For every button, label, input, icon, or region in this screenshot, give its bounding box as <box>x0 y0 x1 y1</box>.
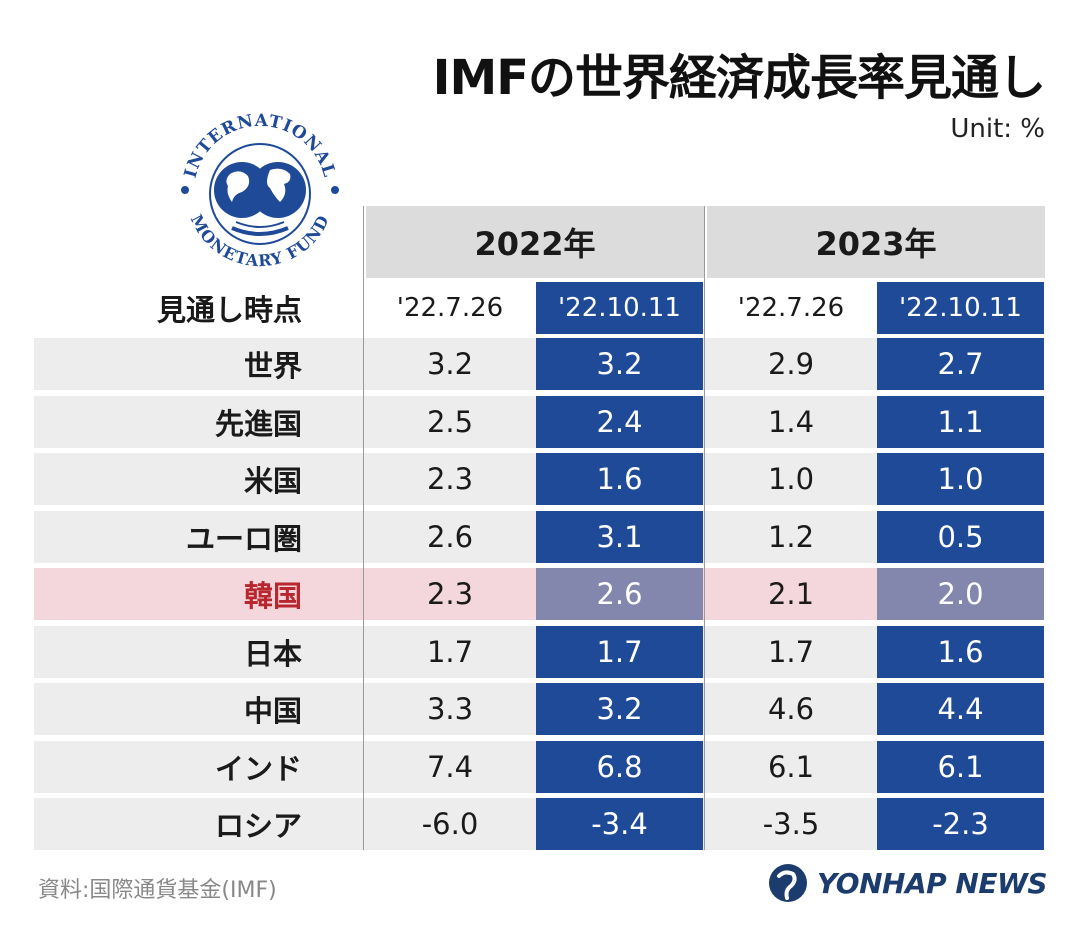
row-label: インド <box>214 752 302 786</box>
table-value: 3.1 <box>536 511 703 563</box>
table-value: 6.1 <box>877 741 1044 793</box>
table-value: 4.4 <box>877 683 1044 735</box>
table-value: 6.1 <box>767 750 815 784</box>
table-value: 0.5 <box>877 511 1044 563</box>
table-value: 1.0 <box>767 462 815 496</box>
table-value: 1.7 <box>426 635 474 669</box>
table-value: 2.0 <box>877 568 1044 620</box>
table-value: 2.3 <box>426 462 474 496</box>
unit-label: Unit: % <box>950 114 1045 144</box>
table-value: 2.4 <box>536 396 703 448</box>
table-value: 1.1 <box>877 396 1044 448</box>
table-value: 1.7 <box>767 635 815 669</box>
row-label: 韓国 <box>243 579 302 613</box>
table-value: 2.6 <box>426 520 474 554</box>
table-value: 4.6 <box>767 692 815 726</box>
table-value: 2.9 <box>767 347 815 381</box>
table-value: 2.7 <box>877 338 1044 390</box>
table-value: 1.6 <box>877 626 1044 678</box>
source-note: 資料:国際通貨基金(IMF) <box>38 878 277 903</box>
row-label: ロシア <box>214 809 302 843</box>
table-value: 2.5 <box>426 405 474 439</box>
date-header: '22.7.26 <box>737 293 845 323</box>
table-value: 3.2 <box>426 347 474 381</box>
table-value: 1.2 <box>767 520 815 554</box>
year-header: 2022年 <box>366 206 704 278</box>
table-value: 1.6 <box>536 453 703 505</box>
row-label: 日本 <box>243 637 302 671</box>
column-divider <box>363 206 364 850</box>
yonhap-brand: YONHAP NEWS <box>767 862 1048 904</box>
table-value: 1.7 <box>536 626 703 678</box>
row-label: 先進国 <box>214 407 302 441</box>
date-header: '22.10.11 <box>536 282 703 334</box>
chart-title: IMFの世界経済成長率見通し <box>432 50 1046 106</box>
table-value: 6.8 <box>536 741 703 793</box>
brand-text: YONHAP NEWS <box>817 866 1048 900</box>
table-value: 2.6 <box>536 568 703 620</box>
column-divider <box>704 206 705 850</box>
row-label: ユーロ圏 <box>185 522 302 556</box>
growth-table: 2022年 2023年見通し時点 '22.7.26 '22.10.11 '22.7.26… <box>34 206 1045 852</box>
imf-logo: INTERNATIONAL MONETARY FUND <box>181 111 339 270</box>
row-label: 世界 <box>243 349 302 383</box>
row-label: 中国 <box>243 694 302 728</box>
table-value: 7.4 <box>426 750 474 784</box>
table-value: -2.3 <box>877 798 1044 850</box>
table-value: 3.2 <box>536 683 703 735</box>
table-value: 1.0 <box>877 453 1044 505</box>
yonhap-logo-icon <box>769 864 807 902</box>
table-value: -3.4 <box>536 798 703 850</box>
table-value: 2.1 <box>767 577 815 611</box>
table-value: -3.5 <box>762 807 820 841</box>
row-header-label: 見通し時点 <box>156 293 302 327</box>
year-header: 2023年 <box>707 206 1045 278</box>
table-value: 2.3 <box>426 577 474 611</box>
date-header: '22.10.11 <box>877 282 1044 334</box>
row-label: 米国 <box>243 464 302 498</box>
date-header: '22.7.26 <box>396 293 504 323</box>
table-value: 1.4 <box>767 405 815 439</box>
table-value: 3.3 <box>426 692 474 726</box>
table-value: 3.2 <box>536 338 703 390</box>
table-value: -6.0 <box>421 807 479 841</box>
